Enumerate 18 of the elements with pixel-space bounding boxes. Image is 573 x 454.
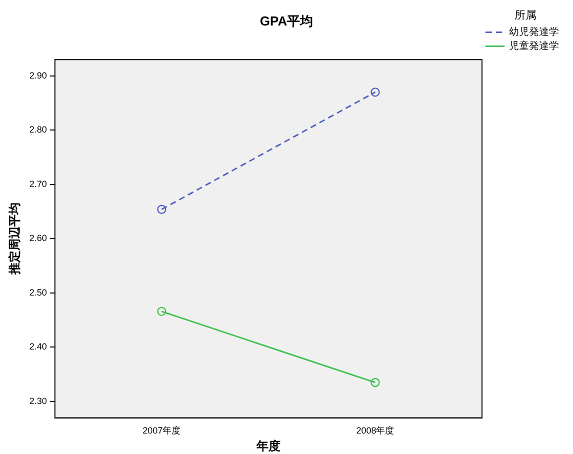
point: [370, 378, 380, 388]
y-tick-label: 2.30: [29, 396, 47, 406]
y-tick-label: 2.50: [29, 287, 47, 298]
y-tick-label: 2.60: [29, 233, 47, 244]
legend-label: 児童発達学: [509, 40, 559, 52]
point: [157, 204, 166, 214]
x-tick-label: 2008年度: [356, 426, 394, 436]
y-tick-label: 2.40: [29, 342, 47, 352]
x-axis-title: 年度: [255, 439, 280, 454]
point: [157, 306, 166, 316]
legend-label: 幼児発達学: [509, 26, 559, 38]
point: [370, 88, 380, 97]
y-tick-label: 2.70: [29, 178, 47, 189]
x-tick-label: 2007年度: [142, 426, 181, 436]
y-tick-label: 2.90: [29, 70, 47, 80]
y-tick-label: 2.80: [29, 124, 47, 135]
y-axis-title: 推定周辺平均: [8, 202, 22, 276]
chart-title: GPA平均: [260, 13, 314, 28]
